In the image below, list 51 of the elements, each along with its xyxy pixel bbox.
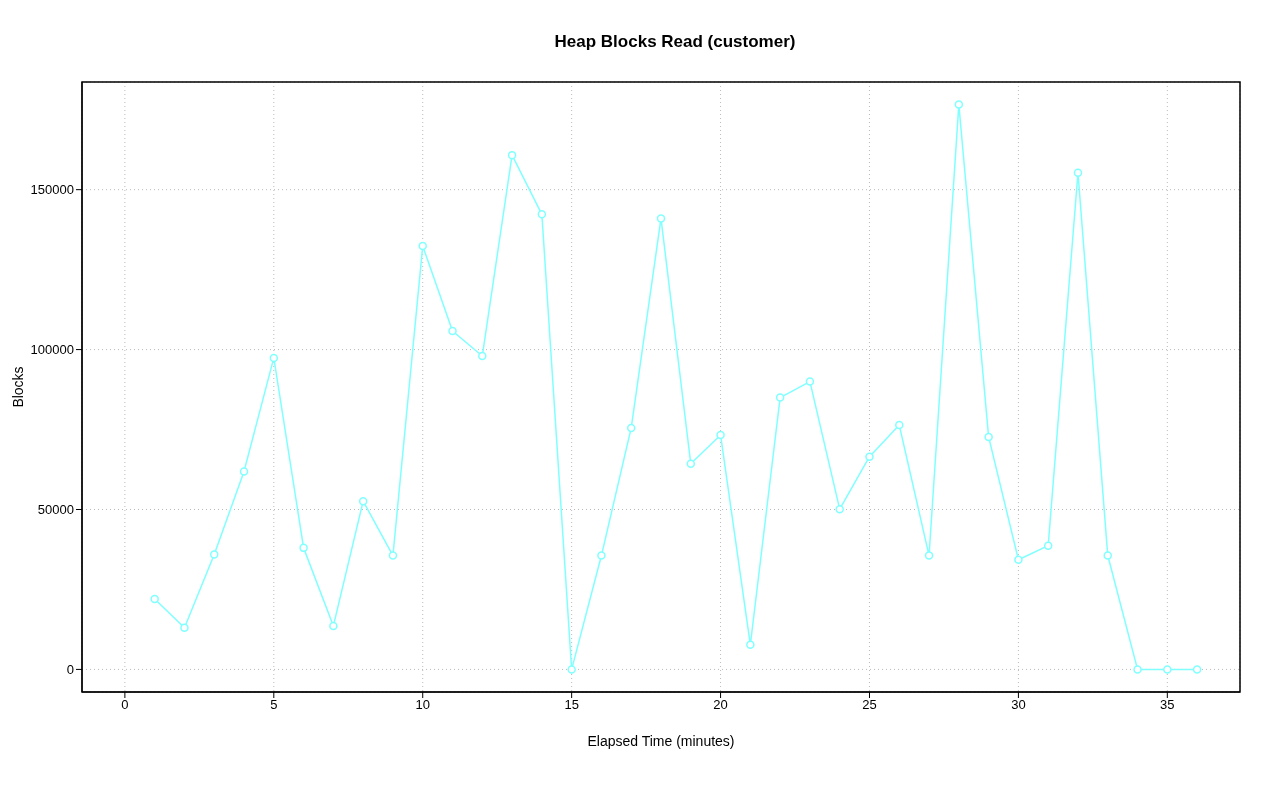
point [1163,665,1172,674]
point [567,665,576,674]
point [388,551,398,560]
point [686,459,696,469]
x-axis-title: Elapsed Time (minutes) [587,733,735,749]
chart-title: Heap Blocks Read (customer) [553,31,797,53]
point [716,430,725,440]
point [180,623,189,633]
point [746,640,755,650]
point [1192,665,1202,674]
y-axis-title: Blocks [9,366,26,408]
x-tick-label: 25 [862,697,877,713]
y-tick-label: 0 [66,662,74,678]
point [448,326,457,336]
y-tick-label: 50000 [37,502,74,518]
point [1043,541,1053,550]
x-tick-label: 0 [121,697,129,713]
point [299,543,308,553]
point [358,496,368,506]
y-tick-label: 100000 [30,342,74,358]
x-tick-label: 15 [564,697,579,713]
point [537,210,547,219]
point [329,621,338,631]
x-tick-label: 5 [270,697,278,713]
point [1073,168,1083,177]
point [1103,551,1113,560]
point [805,377,815,386]
point [269,353,279,363]
point [597,551,606,560]
x-tick-label: 30 [1011,697,1026,713]
point [984,432,993,442]
point [626,423,636,433]
x-tick-label: 35 [1160,697,1175,713]
x-tick-label: 20 [713,697,728,713]
point [478,351,487,361]
point [775,393,785,402]
point [1133,665,1142,674]
point [656,214,666,223]
point [209,550,219,559]
y-tick-label: 150000 [30,182,74,198]
point [895,420,904,430]
point [1014,555,1023,564]
point [507,150,517,160]
point [924,551,934,560]
point [865,452,874,461]
point [418,241,427,251]
point [150,594,159,604]
point [835,504,844,514]
point [239,467,249,476]
x-tick-label: 10 [415,697,430,713]
point [954,100,964,109]
